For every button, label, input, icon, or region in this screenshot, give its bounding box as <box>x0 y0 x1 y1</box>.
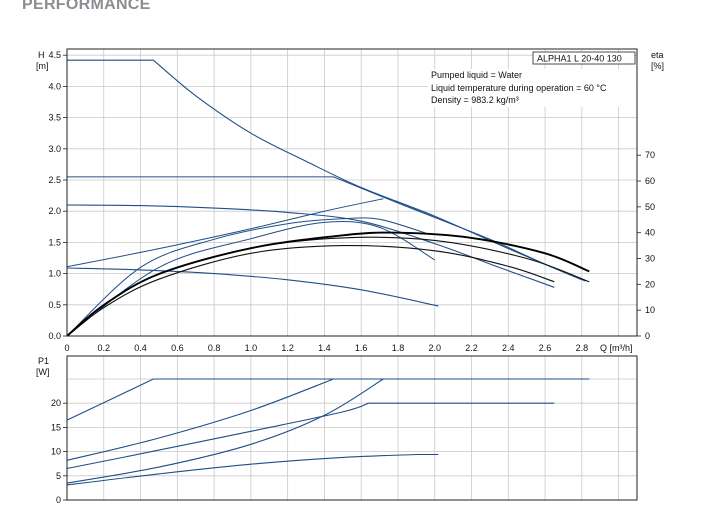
x-tick-label: 1.4 <box>318 343 331 353</box>
liquid-info-line-2: Liquid temperature during operation = 60… <box>431 83 607 93</box>
power-grid: 0 5 10 15 20 <box>51 356 637 505</box>
series-line-eta-1 <box>66 245 555 337</box>
series-line-p-prop <box>66 402 555 470</box>
x-tick-label: 1.0 <box>245 343 258 353</box>
series-line-p-low <box>66 453 439 486</box>
power-tick-label: 20 <box>51 398 61 408</box>
liquid-info: Pumped liquid = Water Liquid temperature… <box>428 69 636 107</box>
eta-tick-label: 30 <box>645 254 655 264</box>
series-line-system-curve-1 <box>66 198 384 268</box>
head-tick-label: 0.0 <box>48 331 61 341</box>
power-tick-label: 15 <box>51 422 61 432</box>
x-tick-label: 1.8 <box>392 343 405 353</box>
x-tick-label: 0.8 <box>208 343 221 353</box>
page-heading: PERFORMANCE <box>22 0 151 13</box>
liquid-info-line-1: Pumped liquid = Water <box>431 70 522 80</box>
x-tick-label: 0.6 <box>171 343 184 353</box>
series-line-p-auto <box>66 378 590 484</box>
eta-tick-label: 60 <box>645 176 655 186</box>
series-line-system-curve-2 <box>66 221 435 337</box>
head-tick-label: 2.0 <box>48 206 61 216</box>
series-line-curve-low <box>66 267 439 307</box>
series-line-max-curve <box>67 59 583 281</box>
power-axis-label-line2: [W] <box>36 367 50 377</box>
power-tick-label: 0 <box>56 495 61 505</box>
head-tick-label: 0.5 <box>48 300 61 310</box>
model-legend-box <box>532 51 636 65</box>
power-tick-label: 10 <box>51 447 61 457</box>
series-line-p-const <box>66 378 590 461</box>
x-tick-label: 0 <box>64 343 69 353</box>
head-grid: 0 0.2 0.4 0.6 0.8 1.0 1.2 1.4 1.6 1.8 2.0 2.2 2.4 2.6… <box>48 49 655 353</box>
eta-tick-label: 0 <box>645 331 650 341</box>
series-line-constant-pressure <box>67 176 586 282</box>
series-line-prop-pressure <box>66 204 555 288</box>
series-line-system-curve-3 <box>66 217 426 337</box>
x-tick-label: 2.4 <box>502 343 515 353</box>
eta-tick-label: 20 <box>645 279 655 289</box>
x-tick-label: 1.2 <box>281 343 294 353</box>
eta-tick-label: 70 <box>645 150 655 160</box>
x-tick-label: 0.2 <box>98 343 111 353</box>
liquid-info-background <box>428 69 636 107</box>
series-line-eta-2 <box>66 236 590 337</box>
head-tick-label: 2.5 <box>48 175 61 185</box>
x-tick-label: 2.8 <box>576 343 589 353</box>
eta-tick-label: 40 <box>645 228 655 238</box>
series-line-p-max <box>66 378 590 421</box>
x-tick-label: 2.0 <box>428 343 441 353</box>
flow-axis-label: Q [m³/h] <box>600 343 633 353</box>
head-axis-label-line1: H <box>38 50 45 60</box>
head-tick-label: 1.5 <box>48 237 61 247</box>
head-axis-label-line2: [m] <box>36 61 49 71</box>
eta-axis-label-line1: eta <box>651 50 664 60</box>
eta-tick-label: 50 <box>645 202 655 212</box>
x-tick-label: 2.6 <box>539 343 552 353</box>
head-tick-label: 3.5 <box>48 113 61 123</box>
head-tick-label: 4.5 <box>48 50 61 60</box>
x-tick-label: 2.2 <box>465 343 478 353</box>
model-legend: ALPHA1 L 20-40 130 <box>532 51 636 65</box>
power-plot-frame <box>66 355 638 501</box>
model-name: ALPHA1 L 20-40 130 <box>537 54 622 64</box>
head-series-group <box>66 59 590 337</box>
eta-axis-label-line2: [%] <box>651 61 664 71</box>
power-series-group <box>66 378 590 486</box>
series-line-eta-3 <box>66 231 590 337</box>
head-plot-frame <box>66 48 638 337</box>
head-tick-label: 3.0 <box>48 144 61 154</box>
x-tick-label: 0.4 <box>134 343 147 353</box>
x-tick-label: 1.6 <box>355 343 368 353</box>
power-axis-label-line1: P1 <box>38 356 49 366</box>
eta-tick-label: 10 <box>645 305 655 315</box>
head-tick-label: 4.0 <box>48 81 61 91</box>
liquid-info-line-3: Density = 983.2 kg/m³ <box>431 95 519 105</box>
head-tick-label: 1.0 <box>48 269 61 279</box>
power-tick-label: 5 <box>56 471 61 481</box>
